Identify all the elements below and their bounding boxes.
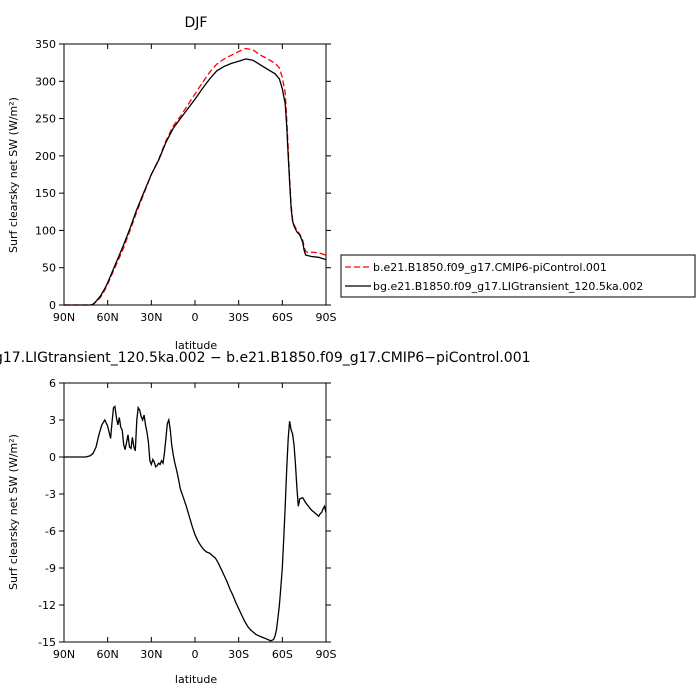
top-x-axis-label: latitude xyxy=(175,339,217,352)
bottom-y-tick-label: 3 xyxy=(49,414,56,427)
bottom-y-tick-label: 0 xyxy=(49,451,56,464)
bottom-y-tick-label: -9 xyxy=(45,562,56,575)
bottom-x-tick-label: 60N xyxy=(97,648,119,661)
bottom-panel: bg.e21.B1850.f09_g17.LIGtransient_120.5k… xyxy=(0,350,531,686)
bottom-y-tick-label: -12 xyxy=(38,599,56,612)
top-y-tick-label: 350 xyxy=(35,38,56,51)
top-x-tick-label: 90S xyxy=(316,311,337,324)
top-series-line-0 xyxy=(64,47,327,306)
top-y-axis-label: Surf clearsky net SW (W/m²) xyxy=(7,97,20,253)
top-y-tick-label: 200 xyxy=(35,150,56,163)
bottom-x-tick-label: 90N xyxy=(53,648,75,661)
legend-entry-label-0: b.e21.B1850.f09_g17.CMIP6-piControl.001 xyxy=(373,261,607,274)
bottom-series-line-0 xyxy=(64,405,327,642)
legend-box xyxy=(340,254,696,298)
bottom-x-tick-label: 60S xyxy=(272,648,293,661)
top-x-tick-label: 30S xyxy=(228,311,249,324)
bottom-y-tick-label: -6 xyxy=(45,525,56,538)
top-y-tick-label: 50 xyxy=(42,262,56,275)
top-chart-title: DJF xyxy=(185,15,208,31)
top-y-tick-label: 100 xyxy=(35,224,56,237)
top-plot-frame xyxy=(63,43,327,306)
top-x-tick-label: 0 xyxy=(192,311,199,324)
bottom-x-axis-label: latitude xyxy=(175,673,217,686)
top-x-tick-label: 60N xyxy=(97,311,119,324)
bottom-y-tick-label: 6 xyxy=(49,377,56,390)
top-x-tick-label: 90N xyxy=(53,311,75,324)
bottom-y-tick-label: -15 xyxy=(38,636,56,649)
top-x-tick-label: 30N xyxy=(140,311,162,324)
bottom-x-tick-label: 90S xyxy=(316,648,337,661)
top-series-line-1 xyxy=(64,58,327,306)
top-panel: DJF 90N 60N 30N 0 30S 60S 90S 0 50 100 150 200 250 30… xyxy=(7,15,696,352)
top-y-tick-label: 250 xyxy=(35,113,56,126)
top-y-tick-label: 0 xyxy=(49,299,56,312)
bottom-chart-title: bg.e21.B1850.f09_g17.LIGtransient_120.5k… xyxy=(0,350,531,366)
bottom-x-tick-label: 30N xyxy=(140,648,162,661)
top-y-tick-label: 300 xyxy=(35,75,56,88)
bottom-x-tick-label: 0 xyxy=(192,648,199,661)
bottom-y-tick-label: -3 xyxy=(45,488,56,501)
bottom-x-tick-label: 30S xyxy=(228,648,249,661)
legend: b.e21.B1850.f09_g17.CMIP6-piControl.001b… xyxy=(340,254,696,298)
legend-entry-label-1: bg.e21.B1850.f09_g17.LIGtransient_120.5k… xyxy=(373,280,643,293)
bottom-y-axis-label: Surf clearsky net SW (W/m²) xyxy=(7,434,20,590)
top-y-tick-label: 150 xyxy=(35,187,56,200)
top-plot-area: 90N 60N 30N 0 30S 60S 90S 0 50 100 150 200 250 300 350 xyxy=(35,38,337,324)
top-x-tick-label: 60S xyxy=(272,311,293,324)
bottom-plot-area: 90N 60N 30N 0 30S 60S 90S -15 -12 -9 -6 -3 0 3 6 xyxy=(38,377,336,661)
